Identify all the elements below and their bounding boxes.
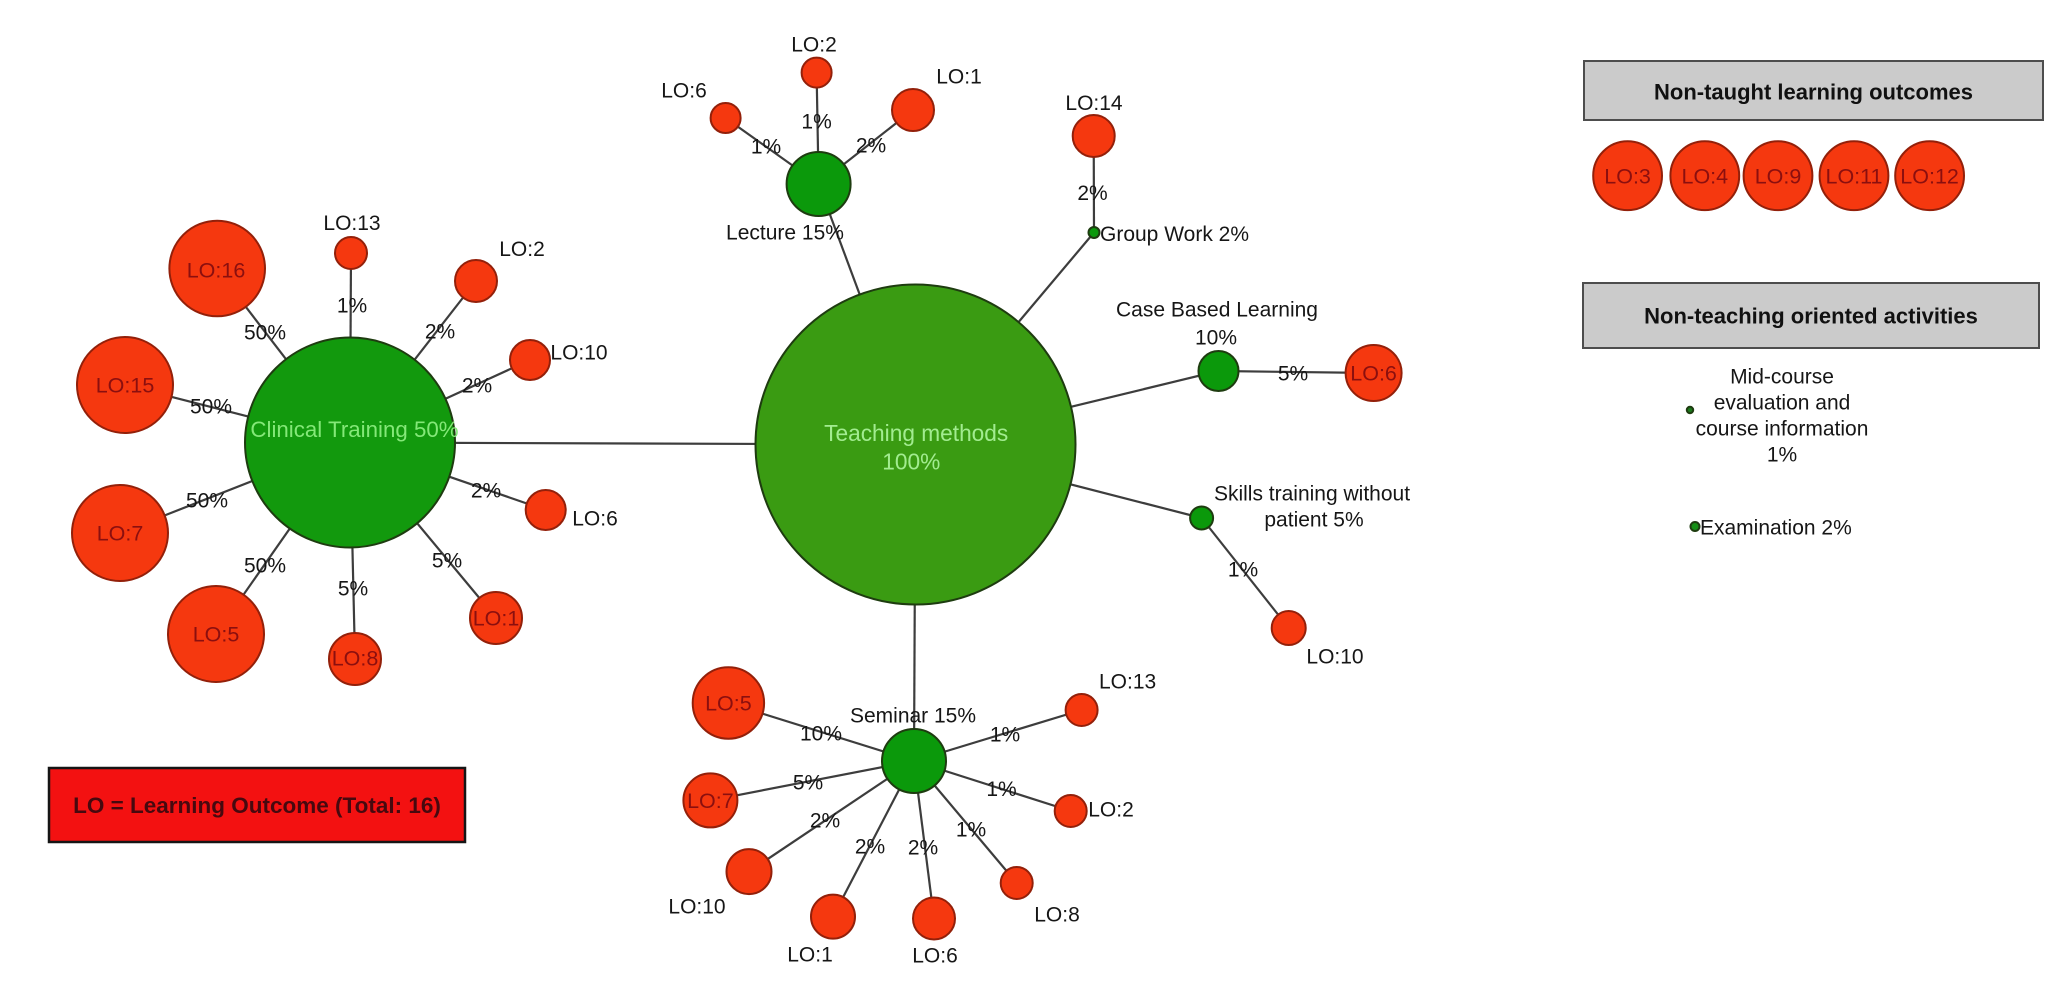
svg-text:LO:5: LO:5: [193, 623, 240, 647]
svg-text:LO:10: LO:10: [550, 342, 607, 365]
svg-text:2%: 2%: [471, 480, 501, 503]
svg-text:Non-teaching oriented activiti: Non-teaching oriented activities: [1644, 304, 1978, 329]
svg-text:1%: 1%: [986, 778, 1016, 801]
svg-text:1%: 1%: [1767, 444, 1797, 467]
svg-text:1%: 1%: [801, 111, 831, 134]
svg-text:LO:11: LO:11: [1826, 165, 1883, 189]
svg-text:LO:2: LO:2: [499, 238, 545, 261]
svg-text:2%: 2%: [908, 837, 938, 860]
svg-text:LO:6: LO:6: [572, 508, 618, 531]
svg-text:5%: 5%: [338, 578, 368, 601]
svg-text:1%: 1%: [1228, 559, 1258, 582]
svg-text:2%: 2%: [462, 375, 492, 398]
svg-text:LO:12: LO:12: [1900, 165, 1959, 189]
svg-text:2%: 2%: [855, 836, 885, 859]
svg-text:Skills training without: Skills training without: [1214, 483, 1410, 506]
svg-text:2%: 2%: [810, 810, 840, 833]
svg-text:1%: 1%: [990, 724, 1020, 747]
svg-text:evaluation and: evaluation and: [1714, 392, 1851, 415]
svg-text:1%: 1%: [751, 136, 781, 159]
svg-text:50%: 50%: [244, 322, 286, 345]
svg-text:LO:2: LO:2: [791, 34, 837, 57]
svg-text:LO:8: LO:8: [1034, 904, 1080, 927]
svg-text:50%: 50%: [244, 555, 286, 578]
svg-text:LO:6: LO:6: [661, 80, 707, 103]
svg-text:LO:6: LO:6: [912, 945, 958, 968]
svg-text:5%: 5%: [432, 550, 462, 573]
svg-text:LO = Learning Outcome (Total:: LO = Learning Outcome (Total: 16): [73, 793, 441, 818]
svg-text:course information: course information: [1696, 418, 1869, 441]
svg-text:LO:4: LO:4: [1681, 165, 1728, 189]
svg-text:LO:7: LO:7: [97, 522, 144, 546]
svg-text:LO:1: LO:1: [936, 66, 982, 89]
svg-text:Clinical Training 50%: Clinical Training 50%: [250, 417, 458, 442]
svg-text:1%: 1%: [337, 295, 367, 318]
svg-text:2%: 2%: [856, 135, 886, 158]
svg-text:10%: 10%: [800, 723, 842, 746]
svg-text:LO:9: LO:9: [1755, 165, 1802, 189]
svg-text:100%: 100%: [882, 449, 940, 475]
svg-text:Group Work 2%: Group Work 2%: [1100, 223, 1249, 246]
svg-text:patient 5%: patient 5%: [1264, 509, 1363, 532]
svg-text:LO:16: LO:16: [187, 259, 246, 283]
svg-text:LO:14: LO:14: [1065, 92, 1123, 115]
svg-text:50%: 50%: [190, 396, 232, 419]
svg-text:LO:15: LO:15: [96, 374, 155, 398]
svg-text:LO:13: LO:13: [323, 212, 380, 235]
svg-text:Examination 2%: Examination 2%: [1700, 517, 1852, 540]
svg-text:Lecture 15%: Lecture 15%: [726, 222, 844, 245]
svg-text:Case Based Learning: Case Based Learning: [1116, 299, 1318, 322]
svg-text:LO:1: LO:1: [787, 944, 833, 967]
svg-text:LO:7: LO:7: [687, 789, 734, 813]
svg-text:LO:8: LO:8: [332, 647, 379, 671]
svg-text:2%: 2%: [1077, 182, 1107, 205]
svg-text:2%: 2%: [425, 321, 455, 344]
svg-text:Mid-course: Mid-course: [1730, 366, 1834, 389]
svg-text:5%: 5%: [1278, 363, 1308, 386]
svg-text:LO:2: LO:2: [1088, 799, 1134, 822]
svg-text:1%: 1%: [956, 819, 986, 842]
svg-text:LO:6: LO:6: [1350, 362, 1397, 386]
svg-text:Non-taught learning outcomes: Non-taught learning outcomes: [1654, 80, 1973, 105]
svg-text:LO:1: LO:1: [473, 607, 520, 631]
svg-text:LO:10: LO:10: [668, 896, 725, 919]
svg-text:10%: 10%: [1195, 327, 1237, 350]
svg-text:LO:3: LO:3: [1604, 165, 1651, 189]
svg-text:LO:13: LO:13: [1099, 671, 1156, 694]
svg-text:Teaching methods: Teaching methods: [824, 420, 1008, 446]
svg-text:LO:5: LO:5: [705, 692, 752, 716]
svg-text:5%: 5%: [793, 772, 823, 795]
svg-text:LO:10: LO:10: [1306, 646, 1363, 669]
svg-text:50%: 50%: [186, 490, 228, 513]
svg-text:Seminar 15%: Seminar 15%: [850, 705, 976, 728]
